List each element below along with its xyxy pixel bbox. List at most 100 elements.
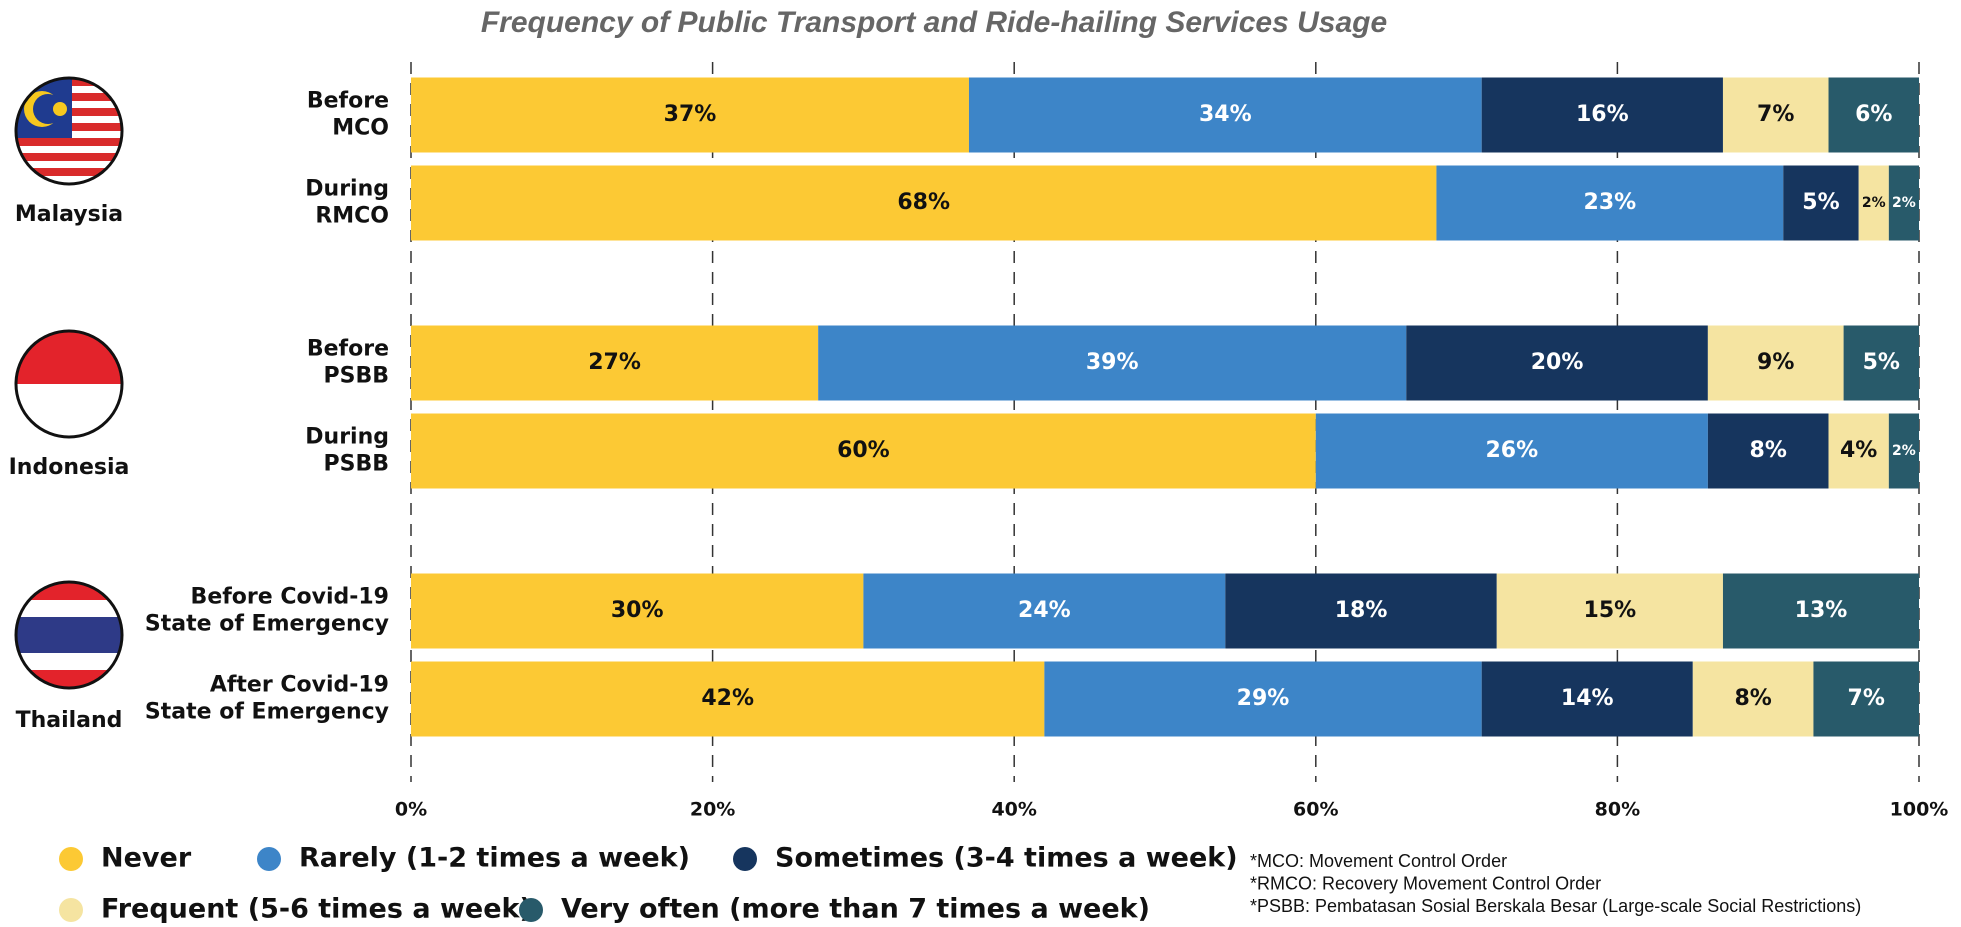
x-tick-label: 0%	[395, 799, 427, 821]
bar-segment	[1315, 413, 1708, 489]
y-tick-label: During	[305, 177, 389, 202]
bar-segment	[1044, 661, 1482, 737]
x-tick-label: 40%	[991, 799, 1036, 821]
data-label: 8%	[1734, 686, 1771, 711]
flag-border	[14, 76, 124, 186]
bar-segment	[1813, 661, 1919, 737]
bar-segment	[1722, 77, 1829, 153]
bar-segment	[1722, 573, 1919, 649]
bar-segment	[1406, 325, 1708, 401]
footnote: *PSBB: Pembatasan Sosial Berskala Besar …	[1250, 896, 1861, 916]
data-label: 2%	[1892, 195, 1916, 211]
bar-segment	[411, 413, 1316, 489]
x-tick-label: 100%	[1890, 799, 1949, 821]
data-label: 42%	[701, 686, 754, 711]
y-tick-label: PSBB	[323, 452, 389, 477]
legend-marker	[59, 898, 83, 922]
bar-segment	[1436, 165, 1784, 241]
data-label: 20%	[1531, 350, 1584, 375]
bar-segment	[1481, 77, 1723, 153]
flag-thailand	[16, 582, 122, 688]
group-label: Indonesia	[9, 455, 130, 480]
bar-segment	[411, 325, 819, 401]
legend-marker	[257, 847, 281, 871]
data-label: 37%	[664, 102, 717, 127]
bar-segment	[411, 165, 1437, 241]
legend-label: Very often (more than 7 times a week)	[561, 894, 1150, 925]
data-label: 2%	[1862, 195, 1886, 211]
data-label: 23%	[1584, 190, 1637, 215]
data-label: 9%	[1757, 350, 1794, 375]
bar-segment	[1707, 413, 1829, 489]
y-tick-label: PSBB	[323, 364, 389, 389]
data-label: 34%	[1199, 102, 1252, 127]
bar-segment	[1707, 325, 1844, 401]
y-tick-label: State of Emergency	[145, 612, 389, 637]
footnote: *RMCO: Recovery Movement Control Order	[1250, 873, 1601, 893]
legend-marker	[733, 847, 757, 871]
y-tick-label: Before	[307, 89, 389, 114]
x-tick-label: 60%	[1293, 799, 1338, 821]
data-label: 27%	[588, 350, 641, 375]
y-tick-label: Before	[307, 337, 389, 362]
y-tick-label: MCO	[332, 116, 389, 141]
data-label: 29%	[1237, 686, 1290, 711]
legend-marker	[59, 847, 83, 871]
bar-segment	[1783, 165, 1859, 241]
bar-segment	[818, 325, 1407, 401]
x-tick-label: 20%	[690, 799, 735, 821]
bar-segment	[411, 661, 1045, 737]
bar-segment	[411, 573, 864, 649]
data-label: 2%	[1892, 443, 1916, 459]
data-label: 26%	[1486, 438, 1539, 463]
data-label: 68%	[897, 190, 950, 215]
y-tick-label: During	[305, 425, 389, 450]
chart-title: Frequency of Public Transport and Ride-h…	[481, 6, 1387, 39]
y-tick-label: State of Emergency	[145, 700, 389, 725]
data-label: 18%	[1335, 598, 1388, 623]
bar-segment	[1481, 661, 1693, 737]
data-label: 14%	[1561, 686, 1614, 711]
data-label: 4%	[1840, 438, 1877, 463]
y-tick-label: Before Covid-19	[191, 585, 389, 610]
bar-segment	[1828, 77, 1919, 153]
bar-segment	[1225, 573, 1497, 649]
y-tick-label: After Covid-19	[210, 673, 389, 698]
legend-label: Never	[101, 843, 192, 874]
data-label: 5%	[1863, 350, 1900, 375]
bar-segment	[968, 77, 1482, 153]
bar-segment	[1888, 165, 1919, 241]
flag-border	[14, 580, 124, 690]
bar-segment	[863, 573, 1226, 649]
group-label: Thailand	[16, 708, 123, 733]
bar-segment	[1692, 661, 1814, 737]
bar-segment	[411, 77, 969, 153]
footnote: *MCO: Movement Control Order	[1250, 851, 1507, 871]
group-label: Malaysia	[15, 202, 123, 227]
data-label: 39%	[1086, 350, 1139, 375]
bar-segment	[1828, 413, 1889, 489]
legend-label: Frequent (5-6 times a week)	[101, 894, 532, 925]
data-label: 5%	[1802, 190, 1839, 215]
legend-marker	[519, 898, 543, 922]
bar-segment	[1496, 573, 1723, 649]
data-label: 24%	[1018, 598, 1071, 623]
flag-border	[14, 329, 124, 439]
bar-segment	[1858, 165, 1889, 241]
data-label: 15%	[1584, 598, 1637, 623]
y-tick-label: RMCO	[315, 204, 389, 229]
bar-segment	[1888, 413, 1919, 489]
data-label: 7%	[1757, 102, 1794, 127]
legend-label: Rarely (1-2 times a week)	[299, 843, 690, 874]
data-label: 60%	[837, 438, 890, 463]
data-label: 6%	[1855, 102, 1892, 127]
data-label: 30%	[611, 598, 664, 623]
bar-segment	[1843, 325, 1919, 401]
x-tick-label: 80%	[1595, 799, 1640, 821]
data-label: 7%	[1848, 686, 1885, 711]
data-label: 16%	[1576, 102, 1629, 127]
data-label: 13%	[1795, 598, 1848, 623]
legend-label: Sometimes (3-4 times a week)	[775, 843, 1238, 874]
data-label: 8%	[1750, 438, 1787, 463]
